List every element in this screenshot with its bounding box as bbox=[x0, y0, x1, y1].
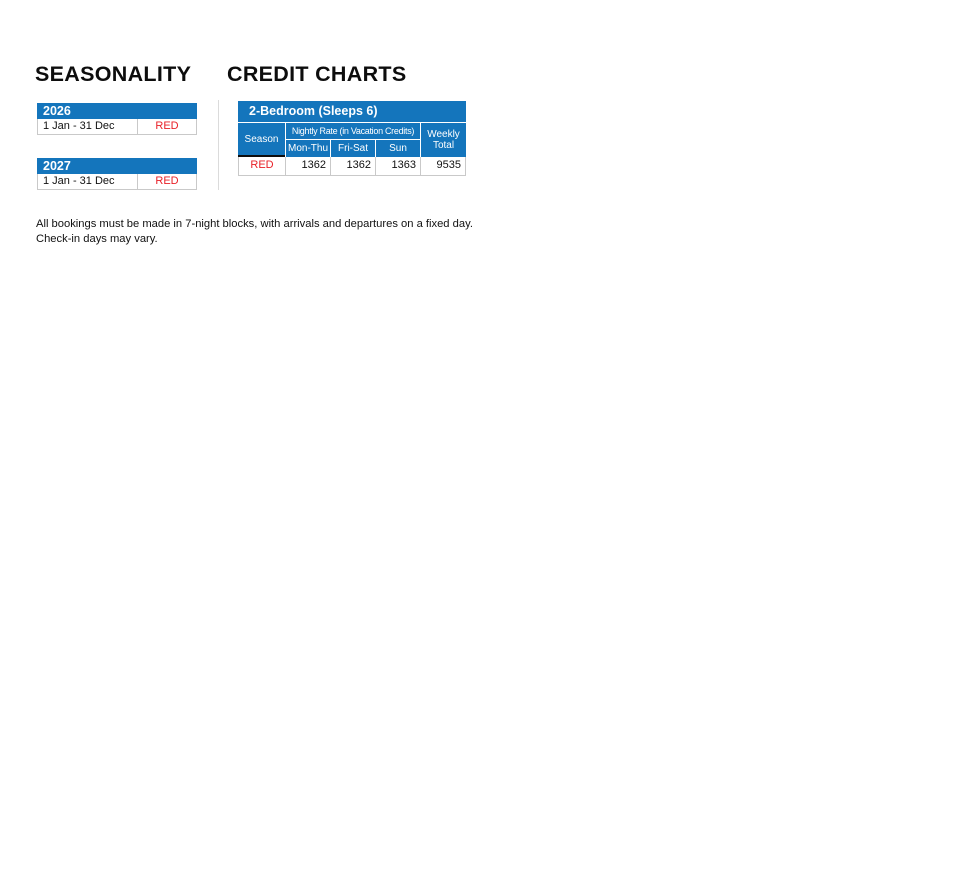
table-row: 1 Jan - 31 Dec RED bbox=[37, 174, 197, 190]
footnote-line-2: Check-in days may vary. bbox=[36, 233, 158, 245]
mon-thu-header: Mon-Thu bbox=[286, 140, 330, 157]
table-row: 1 Jan - 31 Dec RED bbox=[37, 119, 197, 135]
seasonality-table-2027: 2027 1 Jan - 31 Dec RED bbox=[37, 158, 197, 190]
section-divider bbox=[218, 100, 219, 190]
credit-chart-table: 2-Bedroom (Sleeps 6) Season Nightly Rate… bbox=[238, 101, 466, 176]
fri-sat-rate: 1362 bbox=[331, 157, 376, 176]
weekly-total-value: 9535 bbox=[421, 157, 466, 176]
nightly-rate-group-header: Nightly Rate (in Vacation Credits) bbox=[286, 123, 420, 139]
date-range: 1 Jan - 31 Dec bbox=[38, 119, 138, 134]
seasonality-heading: SEASONALITY bbox=[35, 62, 192, 86]
booking-footnote: All bookings must be made in 7-night blo… bbox=[36, 217, 473, 247]
year-header: 2026 bbox=[37, 103, 197, 119]
weekly-total-header: Weekly Total bbox=[421, 123, 466, 157]
mon-thu-rate: 1362 bbox=[286, 157, 331, 176]
credit-table-title: 2-Bedroom (Sleeps 6) bbox=[238, 101, 466, 122]
seasonality-table-2026: 2026 1 Jan - 31 Dec RED bbox=[37, 103, 197, 135]
date-range: 1 Jan - 31 Dec bbox=[38, 174, 138, 189]
credit-charts-heading: CREDIT CHARTS bbox=[227, 62, 407, 86]
fri-sat-header: Fri-Sat bbox=[331, 140, 375, 157]
season-column-header: Season bbox=[238, 123, 285, 157]
credit-table-data-row: RED 1362 1362 1363 9535 bbox=[238, 157, 466, 176]
sun-header: Sun bbox=[376, 140, 420, 157]
day-headers: Mon-Thu Fri-Sat Sun bbox=[286, 140, 420, 157]
sun-rate: 1363 bbox=[376, 157, 421, 176]
year-header: 2027 bbox=[37, 158, 197, 174]
season-label: RED bbox=[155, 175, 179, 187]
season-value: RED bbox=[238, 157, 286, 176]
footnote-line-1: All bookings must be made in 7-night blo… bbox=[36, 218, 473, 230]
nightly-rate-columns: Nightly Rate (in Vacation Credits) Mon-T… bbox=[286, 123, 420, 157]
season-label: RED bbox=[155, 120, 179, 132]
credit-table-header: Season Nightly Rate (in Vacation Credits… bbox=[238, 123, 466, 157]
